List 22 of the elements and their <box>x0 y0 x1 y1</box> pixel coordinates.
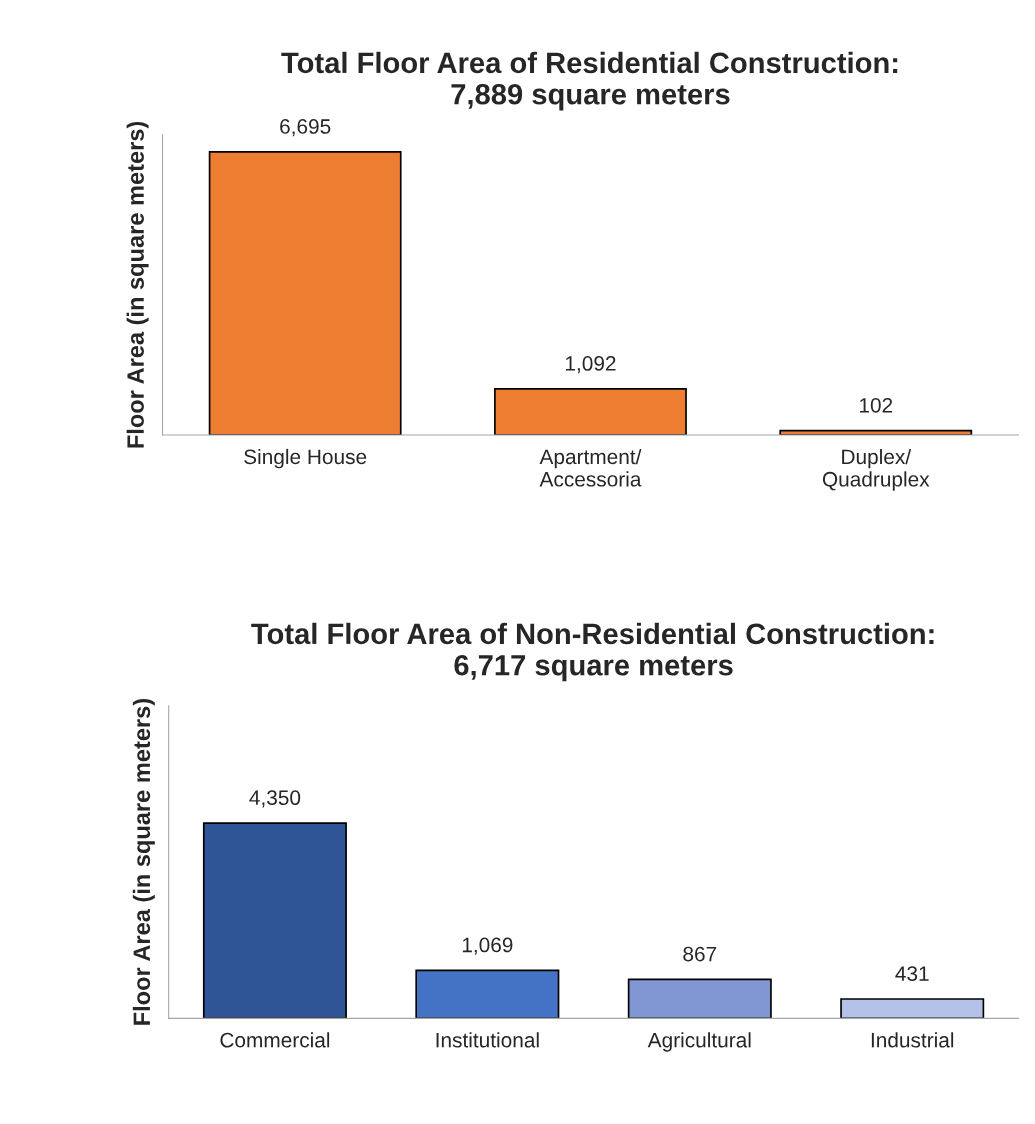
data-label: 102 <box>859 397 893 413</box>
bar <box>415 969 560 1019</box>
y-axis-title: Floor Area (in square meters) <box>132 699 155 1025</box>
y-axis-title: Floor Area (in square meters) <box>126 121 149 448</box>
x-tick-label: Apartment/ Accessoria <box>539 448 642 487</box>
data-label: 867 <box>683 946 717 962</box>
bar <box>627 978 772 1019</box>
chart-title: Total Floor Area of Non-Residential Construction: 6,717 square meters <box>251 622 934 682</box>
x-tick-label: Industrial <box>871 1032 954 1048</box>
x-tick-label: Single House <box>244 448 367 469</box>
bar <box>840 998 985 1019</box>
data-label: 1,069 <box>462 937 513 955</box>
data-label: 6,695 <box>280 119 331 137</box>
data-label: 1,092 <box>565 356 616 374</box>
x-tick-label: Duplex/ Quadruplex <box>822 448 930 491</box>
chart-title: Total Floor Area of Residential Construction: 7,889 square meters <box>281 51 898 111</box>
bar <box>202 822 347 1019</box>
data-label: 431 <box>895 966 929 981</box>
x-tick-label: Commercial <box>220 1032 330 1048</box>
x-tick-label: Institutional <box>436 1032 539 1048</box>
data-label: 4,350 <box>249 790 301 808</box>
x-tick-label: Agricultural <box>647 1032 751 1052</box>
